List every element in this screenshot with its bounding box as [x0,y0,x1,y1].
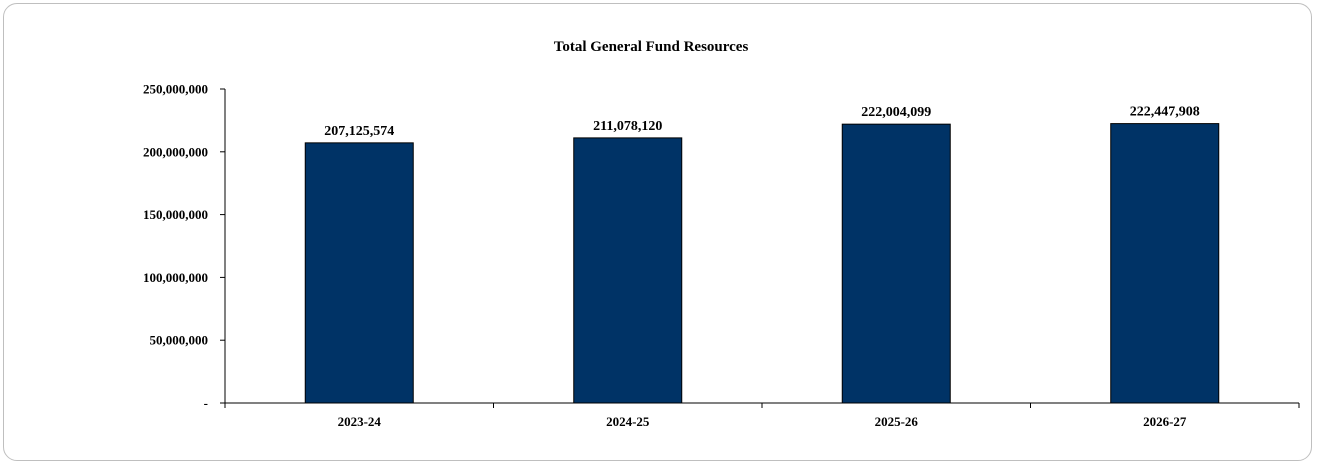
x-tick-label: 2024-25 [606,414,650,429]
chart-title: Total General Fund Resources [554,39,749,55]
bar [841,123,951,404]
y-axis: - 50,000,000 100,000,000 150,000,000 200,000… [143,82,226,411]
data-label: 207,125,574 [324,124,394,139]
y-tick-label: 50,000,000 [150,333,209,348]
y-tick-label: 100,000,000 [143,270,208,285]
bar [1110,123,1220,404]
bars: 207,125,574 211,078,120 222,004,099 222,447… [304,105,1220,404]
y-tick-label: 150,000,000 [143,207,208,222]
bar [304,142,414,404]
x-tick-label: 2025-26 [875,414,919,429]
y-tick-label: - [204,396,208,411]
y-tick-label: 250,000,000 [143,82,208,97]
x-tick-label: 2026-27 [1143,414,1187,429]
x-axis: 2023-24 2024-25 2025-26 2026-27 [224,402,1300,429]
data-label: 222,447,908 [1130,105,1200,120]
x-tick-label: 2023-24 [338,414,382,429]
data-label: 222,004,099 [861,105,931,120]
bar [573,137,683,404]
data-label: 211,078,120 [593,119,662,134]
y-tick-label: 200,000,000 [143,144,208,159]
